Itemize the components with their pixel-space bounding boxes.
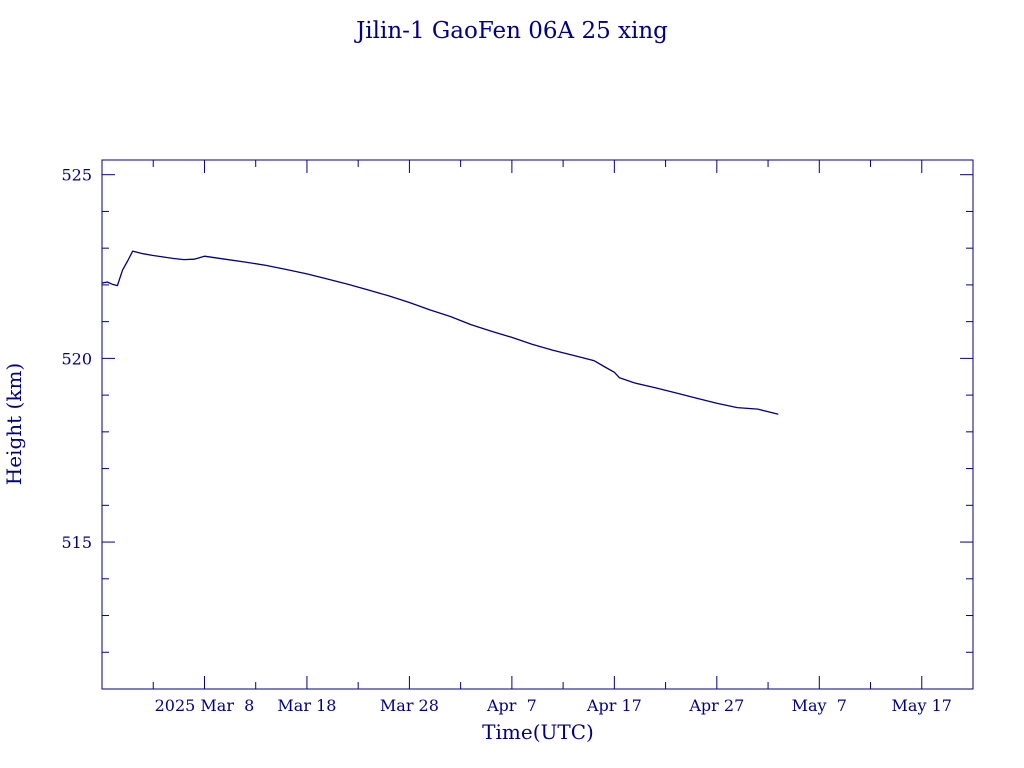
y-tick-label: 525	[61, 166, 92, 185]
x-tick-label: May 7	[792, 696, 847, 715]
x-tick-label: Apr 17	[586, 696, 642, 715]
x-tick-label: 2025 Mar 8	[155, 696, 255, 715]
y-tick-label: 520	[61, 349, 92, 368]
x-axis-label: Time(UTC)	[482, 720, 594, 744]
x-tick-label: May 17	[892, 696, 952, 715]
x-tick-label: Apr 7	[486, 696, 537, 715]
chart-title: Jilin-1 GaoFen 06A 25 xing	[354, 18, 668, 44]
height-series-line	[101, 250, 779, 415]
y-axis-label: Height (km)	[2, 363, 26, 485]
x-tick-label: Mar 18	[277, 696, 336, 715]
y-tick-label: 515	[61, 533, 92, 552]
y-axis-ticks: 515 520 525	[61, 166, 973, 690]
plot-frame	[101, 159, 974, 690]
x-tick-label: Apr 27	[688, 696, 744, 715]
x-axis-ticks: 2025 Mar 8 Mar 18 Mar 28 Apr 7 Apr 17 Apr 27 M…	[101, 160, 974, 715]
x-tick-label: Mar 28	[380, 696, 439, 715]
series-layer	[101, 250, 779, 415]
